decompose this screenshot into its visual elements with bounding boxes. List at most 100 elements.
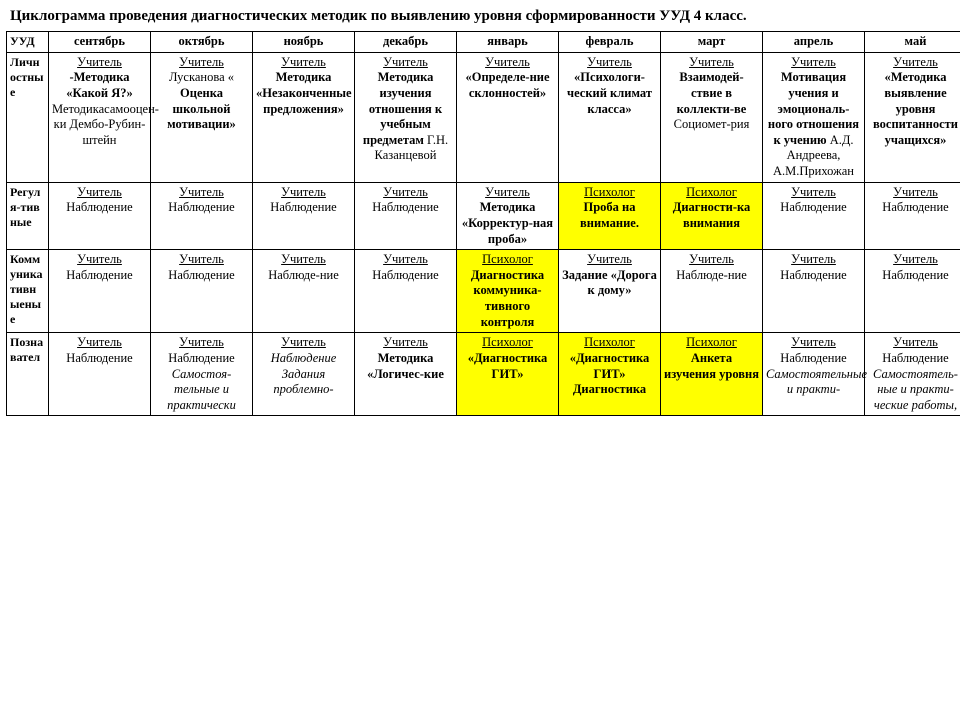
table-cell: Психолог«Диагностика ГИТ» Диагностика — [559, 333, 661, 416]
cell-text: «Диагностика ГИТ» — [460, 351, 555, 382]
cell-text: Методика «Логичес-кие — [358, 351, 453, 382]
cell-text: Наблюдение — [358, 268, 453, 284]
cell-text: Наблюдение — [52, 268, 147, 284]
cell-role: Учитель — [154, 252, 249, 268]
cell-role: Учитель — [256, 55, 351, 71]
table-cell: ПсихологАнкета изучения уровня — [661, 333, 763, 416]
cell-role: Учитель — [460, 55, 555, 71]
table-header-row: УУДсентябрьоктябрьноябрьдекабрьянварьфев… — [7, 32, 960, 53]
table-cell: Учитель-Методика «Какой Я?» Методикасамо… — [49, 52, 151, 182]
col-header-month: февраль — [559, 32, 661, 53]
cell-role: Учитель — [766, 55, 861, 71]
cell-role: Психолог — [664, 185, 759, 201]
cell-text: Методика «Корректур-ная проба» — [460, 200, 555, 247]
table-cell: Учитель «Методика выявление уровня воспи… — [865, 52, 960, 182]
cell-text: Наблюдение — [154, 200, 249, 216]
cell-role: Психолог — [460, 252, 555, 268]
row-header: Коммуникативныеные — [7, 250, 49, 333]
cell-text: «Психологи-ческий климат класса» — [562, 70, 657, 117]
cell-role: Учитель — [52, 55, 147, 71]
cell-text: Лусканова « Оценка школьной мотивации» — [154, 70, 249, 133]
cell-role: Учитель — [52, 185, 147, 201]
cell-text: Наблюде-ние — [256, 268, 351, 284]
col-header-month: январь — [457, 32, 559, 53]
cell-role: Учитель — [460, 185, 555, 201]
table-cell: Психолог«Диагностика ГИТ» — [457, 333, 559, 416]
table-cell: Учитель Наблюдение — [355, 250, 457, 333]
cell-text: Проба на внимание. — [562, 200, 657, 231]
table-cell: УчительНаблюдение — [253, 182, 355, 250]
cell-text: Задание «Дорога к дому» — [562, 268, 657, 299]
cell-text: Наблюдение — [52, 200, 147, 216]
cell-text: Наблюдение Самостоятельные и практи- — [766, 351, 861, 398]
cell-text: Диагностика коммуника-тивного контроля — [460, 268, 555, 331]
cell-role: Психолог — [562, 185, 657, 201]
table-cell: УчительНаблюдение — [151, 182, 253, 250]
cell-role: Учитель — [52, 335, 147, 351]
table-cell: УчительЛусканова « Оценка школьной мотив… — [151, 52, 253, 182]
col-header-uud: УУД — [7, 32, 49, 53]
cell-role: Учитель — [154, 55, 249, 71]
table-cell: ПсихологДиагности-ка внимания — [661, 182, 763, 250]
table-row: КоммуникативныеныеУчительНаблюдениеУчите… — [7, 250, 960, 333]
cell-text: «Диагностика ГИТ» Диагностика — [562, 351, 657, 398]
cell-role: Учитель — [256, 185, 351, 201]
cell-text: Наблюдение — [766, 200, 861, 216]
cell-text: Наблюдение — [766, 268, 861, 284]
cell-text: Наблюдение Задания проблемно- — [256, 351, 351, 398]
cell-text: Наблюдение — [868, 200, 960, 216]
cell-role: Учитель — [562, 55, 657, 71]
cell-text: Наблюдение Самостоятель-ные и практи-чес… — [868, 351, 960, 414]
cell-role: Учитель — [868, 55, 960, 71]
table-row: Регуля-тивныеУчительНаблюдениеУчительНаб… — [7, 182, 960, 250]
table-cell: УчительМотивация учения и эмоциональ-ног… — [763, 52, 865, 182]
table-row: ЛичностныеУчитель-Методика «Какой Я?» Ме… — [7, 52, 960, 182]
table-cell: УчительНаблюде-ние — [661, 250, 763, 333]
col-header-month: апрель — [763, 32, 865, 53]
cell-text: Анкета изучения уровня — [664, 351, 759, 382]
table-cell: УчительМетодика «Корректур-ная проба» — [457, 182, 559, 250]
col-header-month: май — [865, 32, 960, 53]
cell-text: Наблюдение — [256, 200, 351, 216]
table-cell: УчительВзаимодей-ствие в коллекти-ве Соц… — [661, 52, 763, 182]
table-cell: УчительНаблюдение — [865, 250, 960, 333]
cell-role: Учитель — [154, 185, 249, 201]
table-cell: УчительНаблюдение — [151, 250, 253, 333]
diagnostics-table: УУДсентябрьоктябрьноябрьдекабрьянварьфев… — [6, 31, 960, 416]
page-title: Циклограмма проведения диагностических м… — [10, 8, 954, 25]
cell-text: Наблюдение Самостоя-тельные и практическ… — [154, 351, 249, 414]
cell-text: Наблюдение — [154, 268, 249, 284]
cell-role: Учитель — [358, 55, 453, 71]
table-cell: Учитель Наблюдение — [763, 182, 865, 250]
table-cell: Учитель«Определе-ние склонностей» — [457, 52, 559, 182]
cell-role: Учитель — [766, 252, 861, 268]
table-cell: УчительНаблюдение Задания проблемно- — [253, 333, 355, 416]
cell-role: Учитель — [52, 252, 147, 268]
cell-text: Наблюдение — [868, 268, 960, 284]
cell-role: Учитель — [256, 335, 351, 351]
cell-role: Учитель — [154, 335, 249, 351]
cell-text: -Методика «Какой Я?» Методикасамооцен-ки… — [52, 70, 147, 148]
table-cell: УчительЗадание «Дорога к дому» — [559, 250, 661, 333]
table-cell: УчительНаблюдение Самостоятельные и прак… — [763, 333, 865, 416]
table-cell: УчительНаблюдение — [49, 333, 151, 416]
cell-role: Учитель — [766, 185, 861, 201]
cell-text: Методика изучения отношения к учебным пр… — [358, 70, 453, 164]
table-cell: УчительНаблюдение — [763, 250, 865, 333]
cell-role: Учитель — [868, 252, 960, 268]
table-cell: ПсихологДиагностика коммуника-тивного ко… — [457, 250, 559, 333]
table-cell: УчительНаблюдение — [49, 182, 151, 250]
table-cell: УчительМетодика «Незаконченные предложен… — [253, 52, 355, 182]
cell-text: Диагности-ка внимания — [664, 200, 759, 231]
cell-text: «Методика выявление уровня воспитанности… — [868, 70, 960, 148]
cell-role: Учитель — [664, 252, 759, 268]
cell-text: Наблюдение — [52, 351, 147, 367]
cell-text: «Определе-ние склонностей» — [460, 70, 555, 101]
cell-role: Учитель — [358, 252, 453, 268]
table-cell: УчительНаблюдение Самостоя-тельные и пра… — [151, 333, 253, 416]
cell-role: Учитель — [358, 185, 453, 201]
row-header: Познавател — [7, 333, 49, 416]
col-header-month: ноябрь — [253, 32, 355, 53]
table-cell: ПсихологПроба на внимание. — [559, 182, 661, 250]
table-cell: УчительМетодика «Логичес-кие — [355, 333, 457, 416]
